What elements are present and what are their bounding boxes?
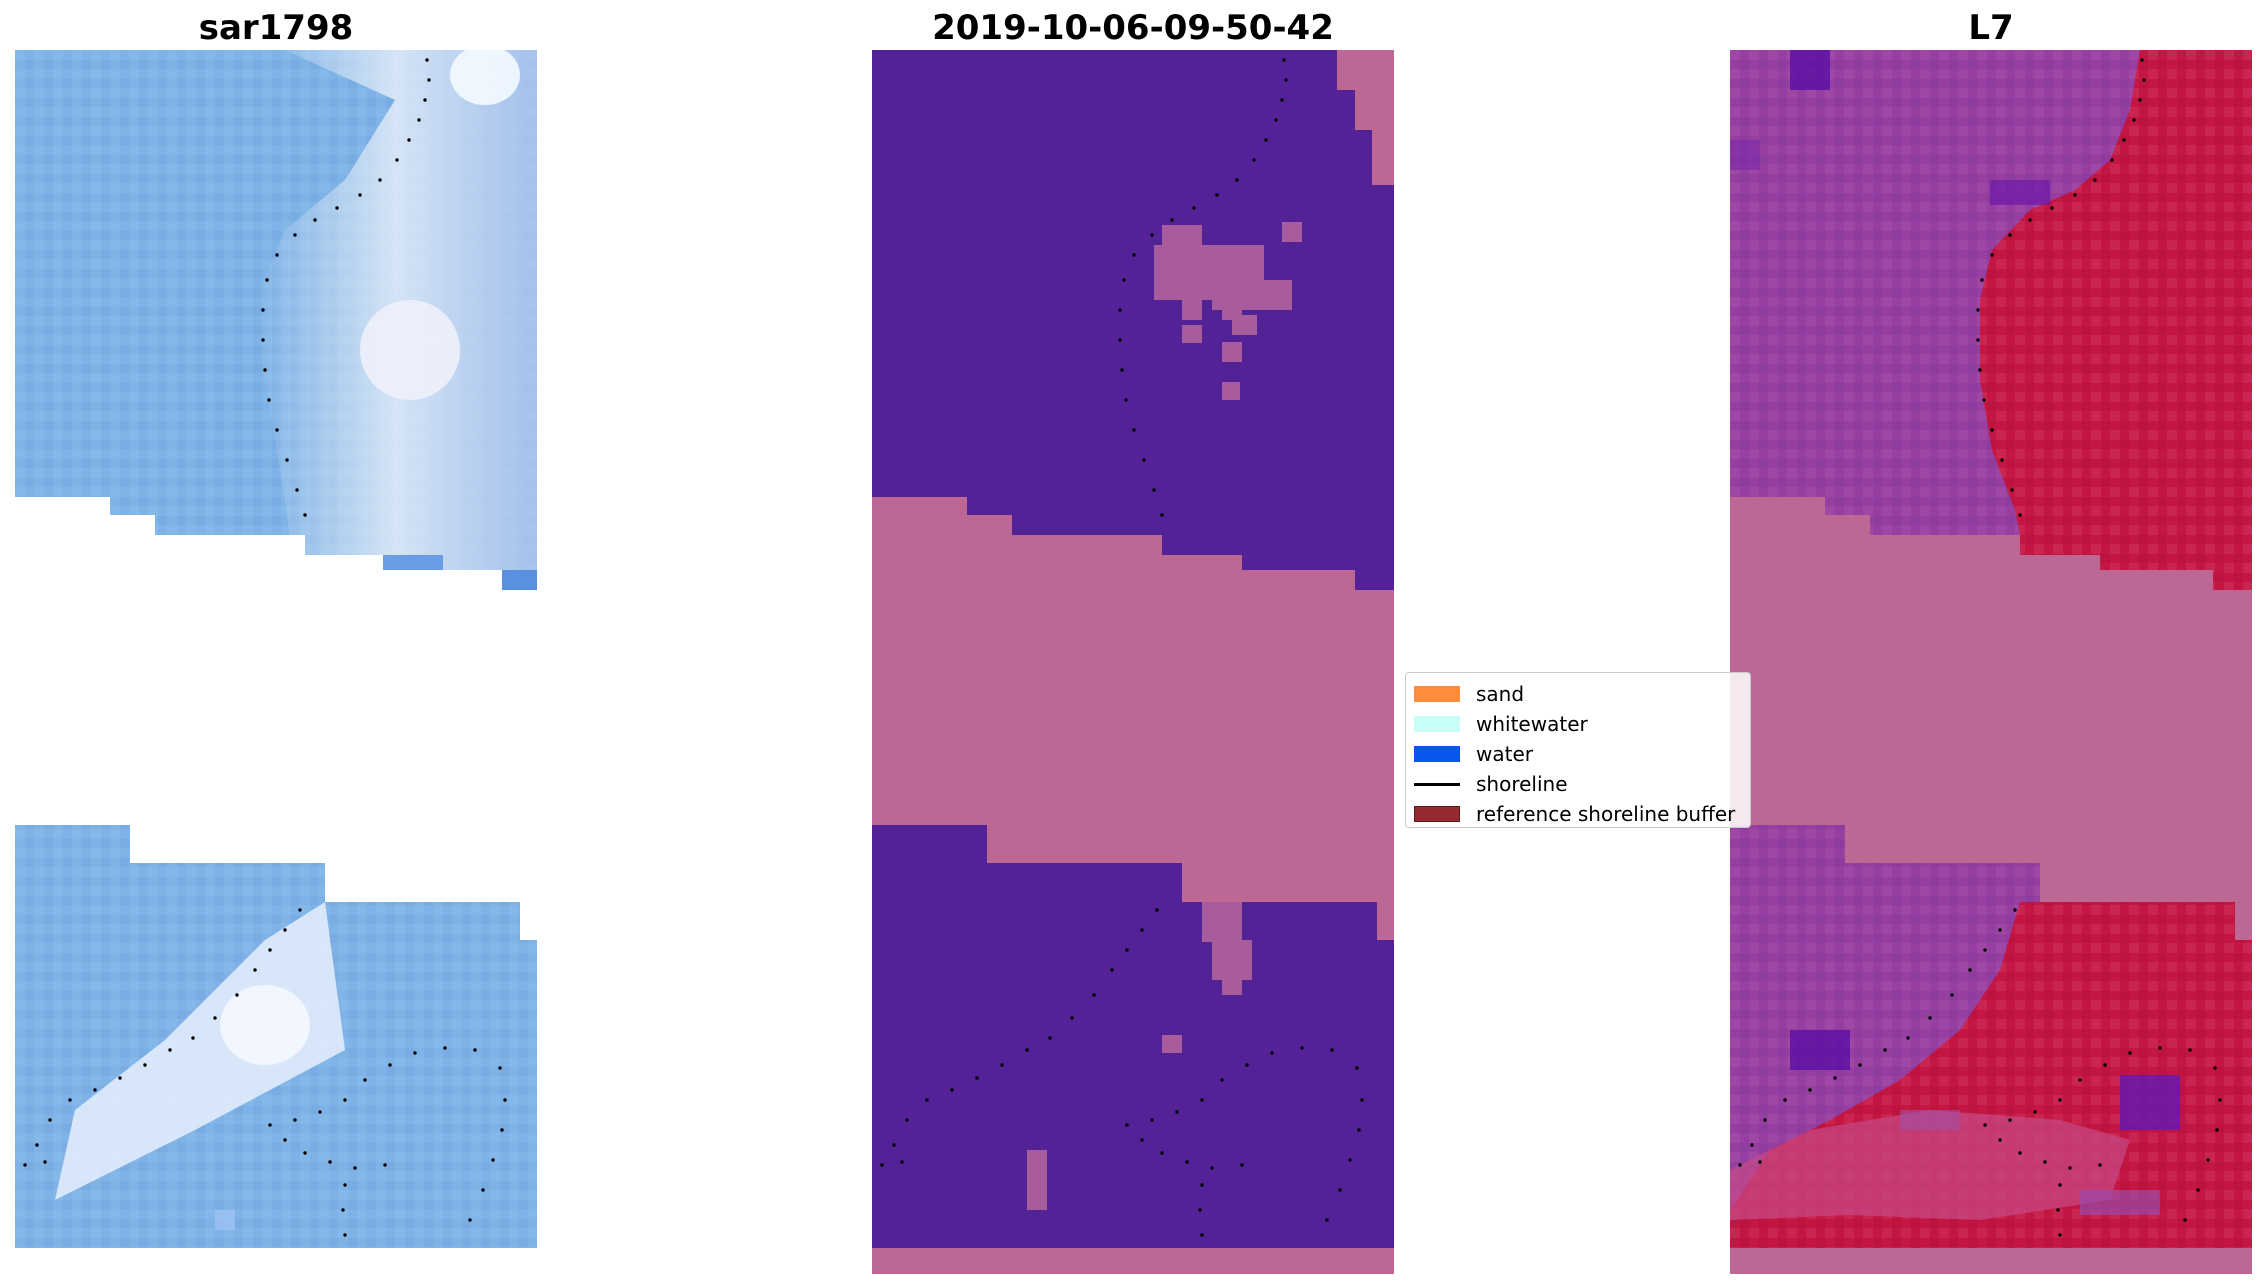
rgb-shoreline bbox=[23, 58, 507, 1237]
water-swatch bbox=[1414, 746, 1460, 762]
legend-item-shoreline: shoreline bbox=[1414, 769, 1742, 799]
classified-shoreline bbox=[880, 58, 1364, 1237]
rgb-lower-tile bbox=[15, 825, 537, 1248]
legend-label-shoreline: shoreline bbox=[1476, 772, 1568, 796]
legend-label-sand: sand bbox=[1476, 682, 1525, 706]
classified-sand-patches bbox=[1027, 222, 1302, 1210]
shoreline-line-swatch bbox=[1414, 782, 1460, 786]
legend-item-reference-buffer: reference shoreline buffer bbox=[1414, 799, 1742, 829]
classified-water-regions bbox=[872, 50, 1394, 1248]
sand-swatch bbox=[1414, 686, 1460, 702]
legend-item-whitewater: whitewater bbox=[1414, 709, 1742, 739]
panel-title-rgb: sar1798 bbox=[198, 8, 354, 48]
rgb-upper-tile bbox=[15, 50, 537, 590]
legend-label-water: water bbox=[1476, 742, 1533, 766]
legend-label-whitewater: whitewater bbox=[1476, 712, 1588, 736]
legend-item-water: water bbox=[1414, 739, 1742, 769]
panel-title-classified: 2019-10-06-09-50-42 bbox=[932, 8, 1334, 48]
mndwi-lower-tile bbox=[1730, 825, 2252, 1248]
rgb-image-panel bbox=[15, 50, 537, 1274]
mndwi-image-panel bbox=[1730, 50, 2252, 1274]
classified-image-panel bbox=[872, 50, 1394, 1274]
mndwi-shoreline bbox=[1738, 58, 2222, 1237]
legend: sand whitewater water shoreline referenc… bbox=[1405, 672, 1751, 828]
panel-title-mndwi: L7 bbox=[1968, 8, 2014, 48]
reference-buffer-swatch bbox=[1414, 806, 1460, 822]
legend-item-sand: sand bbox=[1414, 679, 1742, 709]
mndwi-upper-tile bbox=[1730, 50, 2252, 590]
whitewater-swatch bbox=[1414, 716, 1460, 732]
legend-label-reference-buffer: reference shoreline buffer bbox=[1476, 802, 1736, 826]
